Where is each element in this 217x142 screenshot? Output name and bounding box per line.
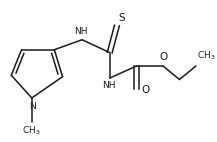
Text: CH$_3$: CH$_3$ [23, 125, 41, 137]
Text: CH$_3$: CH$_3$ [197, 50, 215, 62]
Text: S: S [118, 13, 125, 23]
Text: NH: NH [74, 27, 88, 36]
Text: O: O [141, 85, 149, 95]
Text: NH: NH [102, 81, 115, 90]
Text: N: N [30, 102, 36, 110]
Text: O: O [159, 52, 167, 62]
